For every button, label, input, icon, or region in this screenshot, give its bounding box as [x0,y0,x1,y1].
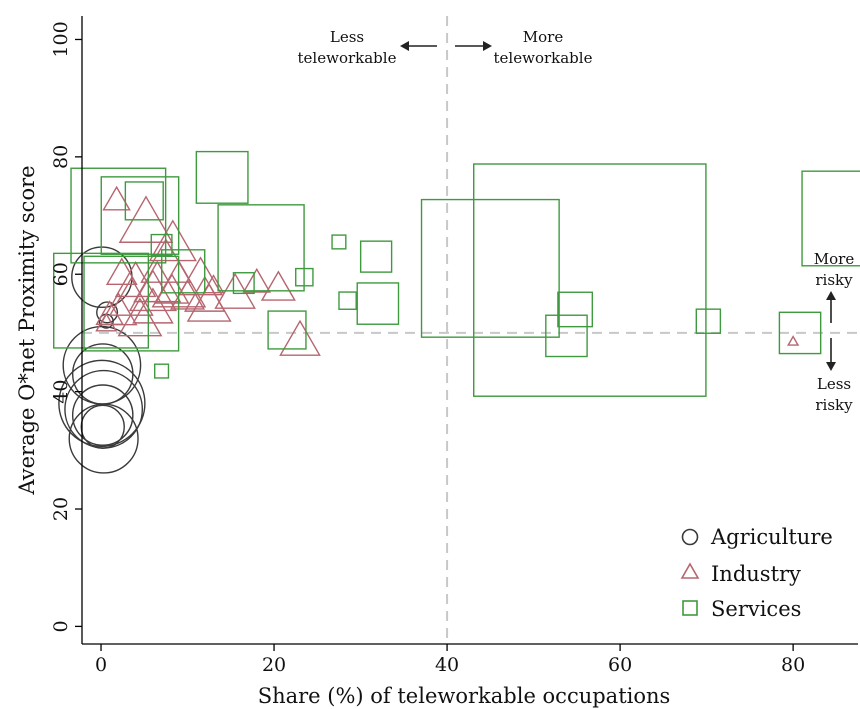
services-point [473,163,707,397]
industry-point [186,282,232,322]
services-point [267,310,307,350]
x-tick-label: 60 [608,654,632,676]
industry-point [787,335,800,346]
more-risky-label-1: More [814,250,855,268]
y-tick-label: 60 [50,262,72,286]
up-arrow-icon [826,291,836,323]
industry-point [242,267,272,293]
services-point [53,252,150,349]
legend-label-agriculture: Agriculture [710,525,833,549]
industry-point [169,279,206,310]
less-risky-label-1: Less [817,375,851,393]
industry-point [178,256,223,296]
legend-item-services: Services [682,597,801,621]
agriculture-point [62,325,142,405]
more-risky-label-2: risky [815,271,853,289]
industry-point [148,219,197,262]
services-point [359,240,393,273]
services-point [232,272,255,295]
legend-label-services: Services [711,597,801,621]
services-point [778,311,822,355]
industry-point [105,257,138,286]
less-risky-label-2: risky [815,396,853,414]
agriculture-point [96,301,119,324]
services-point [83,255,180,352]
x-axis-title: Share (%) of teleworkable occupations [258,684,671,708]
agriculture-point [58,359,146,448]
left-arrow-icon [400,41,437,51]
x-tick-label: 40 [435,654,459,676]
teleworkable-annotation: Less teleworkable More teleworkable [298,28,593,67]
services-point [100,176,180,255]
services-point [420,198,560,338]
y-tick-label: 0 [50,620,72,632]
services-point [801,170,860,267]
less-teleworkable-label-1: Less [330,28,364,46]
axes: 0 20 40 60 80 0 20 40 60 80 100 [50,16,858,676]
services-point [70,167,167,264]
services-point [124,181,164,221]
agriculture-point [68,403,139,474]
services-point [154,363,170,379]
reference-lines [82,16,858,644]
services-point [356,282,400,325]
x-tick-label: 80 [781,654,805,676]
risky-annotation: More risky Less risky [814,250,855,414]
industry-point [102,185,131,211]
legend-circle-icon [681,528,699,546]
industry-point [279,319,321,356]
legend-item-agriculture: Agriculture [681,525,833,549]
y-tick-label: 40 [50,380,72,404]
legend-item-industry: Industry [680,562,801,586]
right-arrow-icon [455,41,492,51]
services-point [338,291,357,310]
legend-label-industry: Industry [711,562,801,586]
industry-point [117,297,163,337]
services-point [545,314,588,358]
services-point [557,291,594,328]
industry-point [260,270,296,301]
less-teleworkable-label-2: teleworkable [298,49,397,67]
series-services [53,150,860,397]
industry-point [154,273,190,304]
services-point [295,267,314,287]
services-point [195,150,249,204]
industry-point [132,287,174,324]
industry-point [114,261,157,298]
services-point [217,204,305,292]
services-point [161,249,206,294]
services-point [695,308,722,334]
agriculture-point [64,369,144,449]
legend-square-icon [682,600,698,616]
x-tick-label: 0 [95,654,107,676]
y-tick-label: 100 [50,21,72,57]
y-tick-label: 20 [50,497,72,521]
down-arrow-icon [826,338,836,371]
y-tick-label: 80 [50,145,72,169]
industry-point [128,269,178,312]
more-teleworkable-label-1: More [523,28,564,46]
agriculture-point [80,404,125,450]
legend: Agriculture Industry Services [680,525,833,621]
series-agriculture [58,246,146,474]
y-axis-title: Average O*net Proximity score [15,165,39,495]
legend-triangle-icon [680,562,700,579]
industry-point [95,312,118,332]
y-ticks: 0 20 40 60 80 100 [50,21,82,632]
x-tick-label: 20 [262,654,286,676]
x-ticks: 0 20 40 60 80 [95,644,805,676]
more-teleworkable-label-2: teleworkable [494,49,593,67]
agriculture-point [71,384,134,446]
services-point [331,234,347,250]
data-points [53,150,860,474]
industry-point [95,300,124,325]
